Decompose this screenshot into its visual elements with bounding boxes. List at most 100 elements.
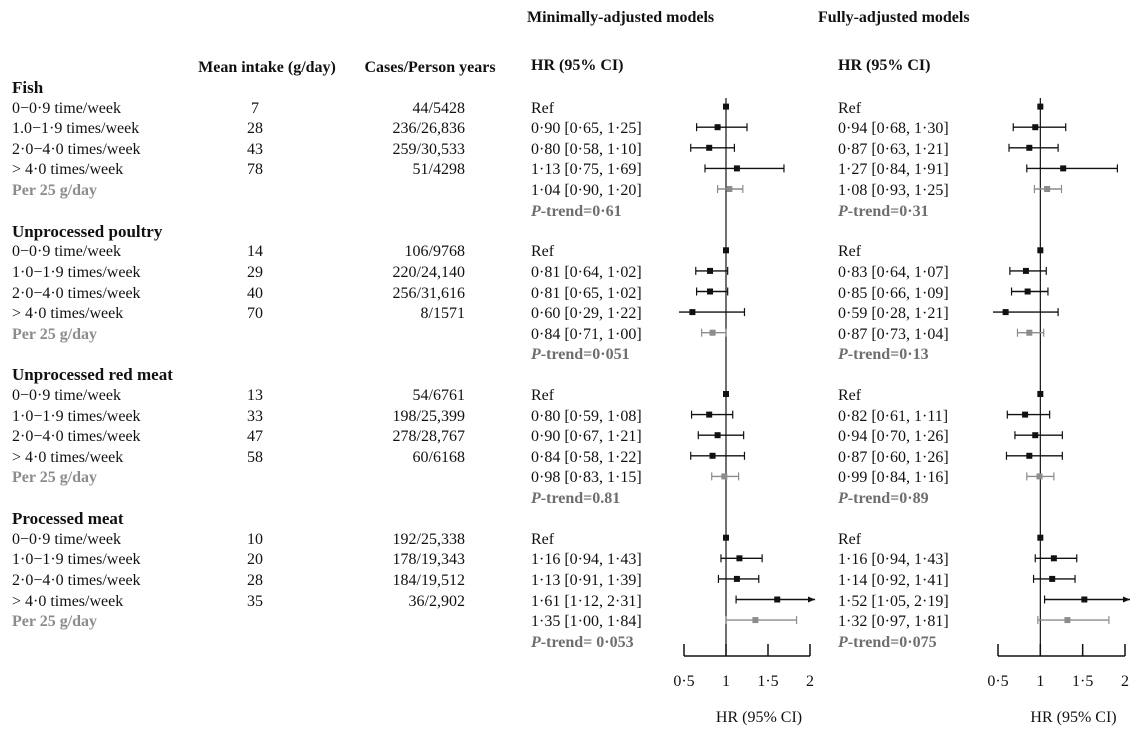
- cases: 259/30,533: [392, 140, 465, 158]
- ref-point: [723, 247, 729, 254]
- ref-label: Ref: [838, 387, 862, 404]
- hr-point: [726, 186, 733, 192]
- hr-label: 0·87 [0·60, 1·26]: [838, 448, 949, 466]
- x-tick-label: 1: [722, 673, 730, 690]
- cases: 8/1571: [420, 305, 465, 323]
- mean-intake: 13: [247, 387, 263, 404]
- ref-label: Ref: [531, 243, 555, 261]
- hr-point: [752, 617, 759, 624]
- mean-intake: 28: [247, 120, 263, 138]
- hr-label: 1·04 [0·90, 1·20]: [531, 182, 642, 199]
- row-label: 2·0−4·0 times/week: [12, 571, 141, 589]
- mean-intake: 43: [247, 140, 263, 158]
- p-trend-text: P-trend=0·051: [531, 346, 630, 364]
- hr-label: 1·14 [0·92, 1·41]: [838, 571, 949, 589]
- p-trend: P-trend=0·89: [838, 489, 929, 509]
- hr-point: [733, 165, 740, 172]
- ref-label: Ref: [838, 99, 862, 117]
- hr-point: [774, 596, 781, 603]
- hr-point: [714, 432, 721, 439]
- ref-point: [1037, 247, 1044, 254]
- x-tick-label: 2: [1121, 673, 1129, 690]
- p-trend: P-trend=0·051: [531, 345, 630, 365]
- ref-label: Ref: [531, 99, 555, 117]
- ref-point: [723, 534, 729, 541]
- p-trend: P-trend=0·13: [838, 345, 929, 365]
- column-header: Cases/Person years: [364, 59, 496, 76]
- model-title: Minimally-adjusted models: [527, 9, 715, 26]
- cases: 60/6168: [412, 448, 465, 466]
- hr-point: [1022, 267, 1029, 274]
- hr-label: 0·87 [0·73, 1·04]: [838, 325, 949, 343]
- hr-point: [1050, 555, 1057, 562]
- p-trend-text: P-trend=0·31: [838, 202, 929, 220]
- x-axis-label: HR (95% CI): [715, 709, 803, 726]
- row-label: 0−0·9 time/week: [12, 387, 121, 404]
- hr-label: 0·84 [0·58, 1·22]: [531, 448, 642, 466]
- cases: 51/4298: [412, 161, 465, 179]
- hr-label: 0·81 [0·65, 1·02]: [531, 284, 642, 302]
- hr-point: [1032, 124, 1039, 131]
- row-label: 0−0·9 time/week: [12, 99, 121, 117]
- hr-label: 0·82 [0·61, 1·11]: [838, 407, 949, 425]
- row-label: 1·0−1·9 times/week: [12, 407, 141, 425]
- mean-intake: 7: [251, 99, 259, 117]
- hr-label: 1·13 [0·91, 1·39]: [531, 571, 642, 589]
- ref-point: [1037, 391, 1044, 397]
- row-label: Per 25 g/day: [12, 182, 98, 199]
- hr-point: [1060, 165, 1067, 172]
- hr-point: [1002, 309, 1009, 316]
- hr-label: 0·90 [0·65, 1·25]: [531, 120, 642, 138]
- hr-point: [1064, 617, 1071, 624]
- hr-point: [689, 309, 696, 316]
- p-trend-text: P-trend=0·61: [531, 202, 622, 220]
- cases: 54/6761: [412, 387, 465, 404]
- hr-point: [1049, 575, 1056, 582]
- row-label: Per 25 g/day: [12, 613, 98, 631]
- hr-label: 0·81 [0·64, 1·02]: [531, 263, 642, 281]
- row-label: 0−0·9 time/week: [12, 243, 121, 261]
- hr-label: 1·16 [0·94, 1·43]: [531, 551, 642, 569]
- hr-point: [1026, 329, 1033, 336]
- hr-point: [1026, 452, 1033, 459]
- p-trend-text: P-trend=0.81: [531, 490, 621, 507]
- hr-label: 1·16 [0·94, 1·43]: [838, 551, 949, 569]
- x-tick-label: 0·5: [673, 673, 695, 690]
- row-label: > 4·0 times/week: [12, 305, 124, 323]
- row-label: 2·0−4·0 times/week: [12, 284, 141, 302]
- hr-label: 0·98 [0·83, 1·15]: [531, 469, 642, 487]
- hr-point: [1044, 186, 1051, 192]
- hr-label: 1·27 [0·84, 1·91]: [838, 161, 949, 179]
- mean-intake: 70: [247, 305, 263, 323]
- x-tick-label: 1: [1036, 673, 1045, 690]
- hr-label: 0·99 [0·84, 1·16]: [838, 469, 949, 487]
- hr-point: [721, 473, 728, 480]
- cases: 236/26,836: [392, 120, 465, 138]
- cases: 36/2,902: [408, 592, 465, 610]
- hr-label: 0·59 [0·28, 1·21]: [838, 305, 949, 323]
- row-label: Per 25 g/day: [12, 325, 98, 343]
- cases: 184/19,512: [392, 571, 465, 589]
- x-tick-label: 1·5: [1071, 673, 1094, 690]
- ref-label: Ref: [838, 530, 862, 548]
- cases: 278/28,767: [392, 428, 465, 446]
- hr-point: [709, 329, 716, 336]
- hr-label: 0·85 [0·66, 1·09]: [838, 284, 949, 302]
- hr-label: 0·60 [0·29, 1·22]: [531, 305, 642, 323]
- ref-point: [723, 103, 729, 110]
- row-label: 1·0−1·9 times/week: [12, 551, 141, 569]
- x-axis-label: HR (95% CI): [1030, 709, 1117, 726]
- mean-intake: 14: [247, 243, 263, 261]
- mean-intake: 35: [247, 592, 263, 610]
- p-trend: P-trend=0·075: [838, 633, 937, 653]
- model-title: Fully-adjusted models: [818, 9, 970, 26]
- ref-point: [1037, 534, 1044, 541]
- group-name: Fish: [12, 78, 44, 97]
- cases: 198/25,399: [392, 407, 465, 425]
- group-name: Unprocessed red meat: [12, 365, 173, 385]
- hr-label: 0·80 [0·58, 1·10]: [531, 140, 642, 158]
- hr-label: 0·94 [0·68, 1·30]: [838, 120, 949, 138]
- ref-label: Ref: [531, 530, 555, 548]
- row-label: 0−0·9 time/week: [12, 530, 121, 548]
